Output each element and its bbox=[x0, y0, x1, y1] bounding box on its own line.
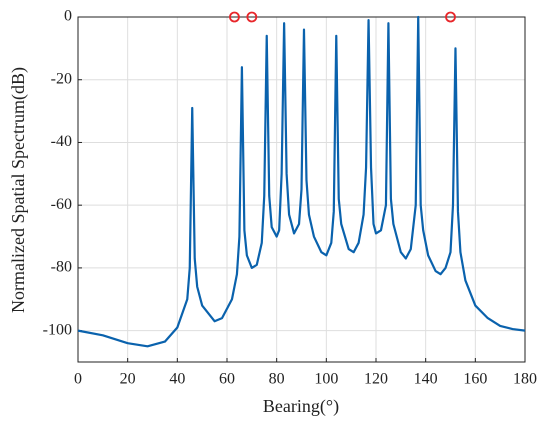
x-tick-label: 100 bbox=[314, 371, 338, 388]
y-axis-label: Normalized Spatial Spectrum(dB) bbox=[8, 67, 29, 313]
y-tick-label: -100 bbox=[43, 321, 72, 338]
x-tick-label: 160 bbox=[463, 371, 487, 388]
x-tick-label: 180 bbox=[513, 371, 537, 388]
y-tick-label: -60 bbox=[51, 196, 72, 213]
x-tick-label: 0 bbox=[74, 371, 82, 388]
x-tick-label: 80 bbox=[269, 371, 285, 388]
marker bbox=[229, 11, 240, 23]
y-tick-label: 0 bbox=[64, 8, 72, 25]
y-tick-label: -80 bbox=[51, 259, 72, 276]
y-tick-label: -20 bbox=[51, 70, 72, 87]
x-axis-label: Bearing(°) bbox=[263, 396, 339, 417]
marker bbox=[246, 11, 258, 23]
x-tick-label: 40 bbox=[169, 371, 185, 388]
x-tick-label: 60 bbox=[219, 371, 235, 388]
y-tick-label: -40 bbox=[51, 133, 72, 150]
x-tick-label: 140 bbox=[414, 371, 438, 388]
x-tick-label: 20 bbox=[120, 371, 136, 388]
x-tick-label: 120 bbox=[364, 371, 388, 388]
spectrum-line bbox=[77, 15, 526, 348]
marker bbox=[445, 11, 456, 23]
axes-frame bbox=[77, 16, 526, 363]
